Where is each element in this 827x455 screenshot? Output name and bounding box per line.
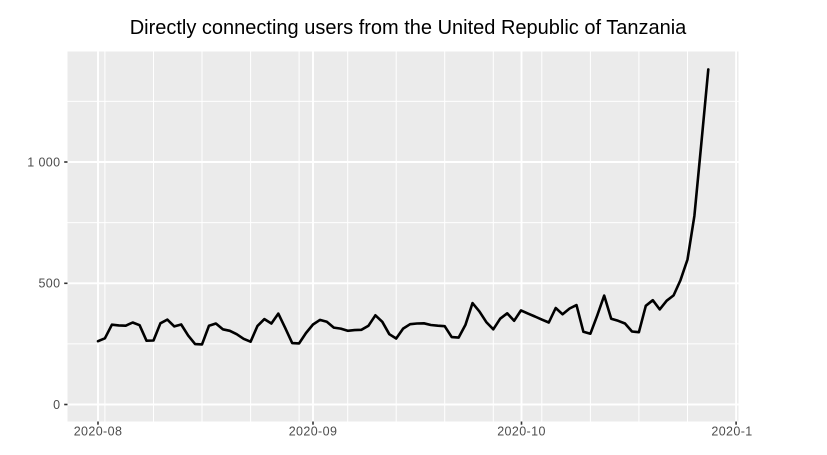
svg-text:500: 500	[38, 277, 60, 291]
svg-text:2020-10: 2020-10	[497, 425, 546, 439]
svg-text:2020-09: 2020-09	[289, 425, 338, 439]
svg-text:2020-08: 2020-08	[74, 425, 123, 439]
svg-text:0: 0	[53, 398, 60, 412]
svg-text:2020-1: 2020-1	[711, 425, 752, 439]
svg-text:1 000: 1 000	[27, 155, 60, 169]
svg-text:Directly connecting users from: Directly connecting users from the Unite…	[130, 17, 687, 39]
